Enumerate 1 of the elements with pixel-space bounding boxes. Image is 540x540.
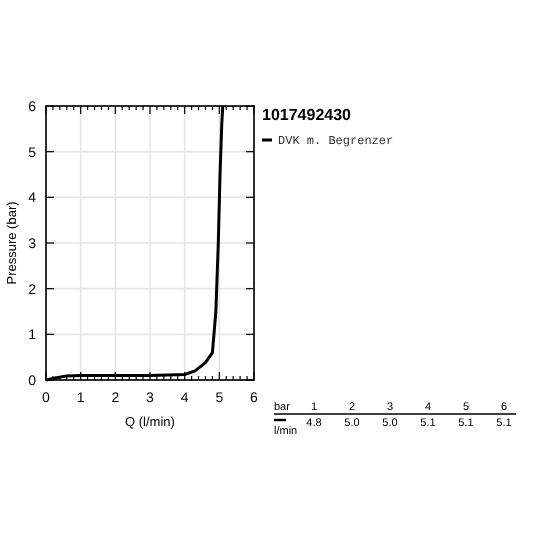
text: 1017492430 bbox=[262, 106, 353, 124]
